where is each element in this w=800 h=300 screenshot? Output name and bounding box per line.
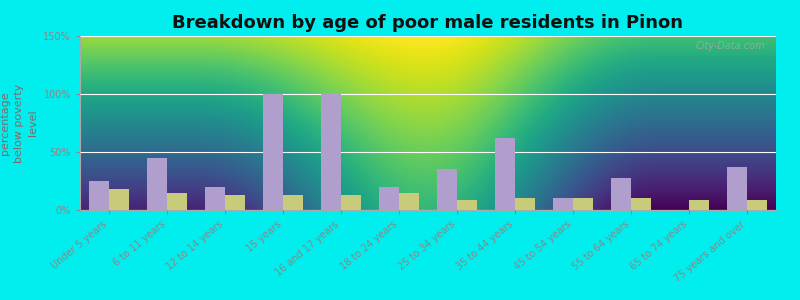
Bar	[689, 200, 710, 210]
Bar	[262, 94, 283, 210]
Bar	[726, 167, 747, 210]
Y-axis label: percentage
below poverty
level: percentage below poverty level	[0, 83, 38, 163]
Bar	[205, 187, 225, 210]
Bar	[457, 200, 478, 210]
Bar	[341, 195, 362, 210]
Bar	[225, 195, 246, 210]
Bar	[109, 189, 130, 210]
Bar	[89, 181, 109, 210]
Bar	[631, 198, 651, 210]
Bar	[283, 195, 303, 210]
Bar	[747, 200, 767, 210]
Text: City-Data.com: City-Data.com	[696, 41, 766, 51]
Title: Breakdown by age of poor male residents in Pinon: Breakdown by age of poor male residents …	[173, 14, 683, 32]
Bar	[378, 187, 399, 210]
Bar	[437, 169, 457, 210]
Bar	[399, 193, 419, 210]
Bar	[610, 178, 631, 210]
Bar	[167, 193, 187, 210]
Bar	[494, 138, 515, 210]
Bar	[553, 198, 573, 210]
Bar	[515, 198, 535, 210]
Bar	[321, 94, 341, 210]
Bar	[146, 158, 167, 210]
Bar	[573, 198, 594, 210]
